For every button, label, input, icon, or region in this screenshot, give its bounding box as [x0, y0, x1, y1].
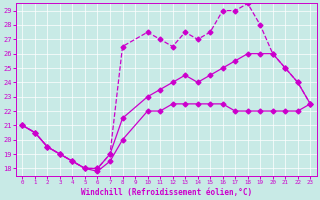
X-axis label: Windchill (Refroidissement éolien,°C): Windchill (Refroidissement éolien,°C): [81, 188, 252, 197]
